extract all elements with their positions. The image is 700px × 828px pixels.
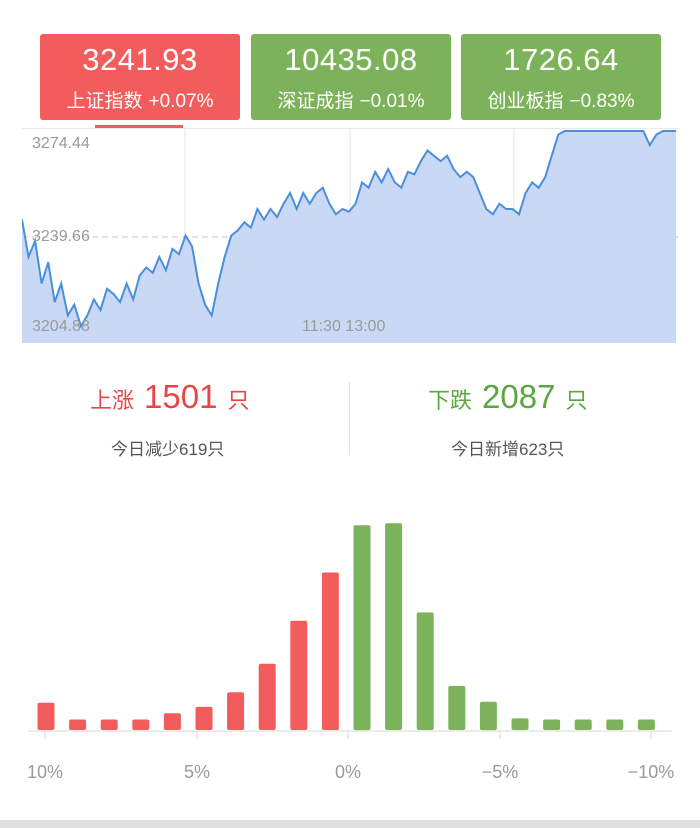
index-value: 3241.93 xyxy=(82,42,198,77)
index-value: 10435.08 xyxy=(284,42,418,77)
y-axis-bottom-label: 3204.88 xyxy=(32,318,90,335)
distribution-bar xyxy=(37,702,55,730)
advance-unit: 只 xyxy=(227,388,250,413)
distribution-bar xyxy=(606,719,624,730)
x-tick-label: −10% xyxy=(627,762,675,782)
intraday-chart-svg xyxy=(22,129,678,343)
decline-number: 2087 xyxy=(482,378,556,415)
decline-change-text: 今日新增623只 xyxy=(451,440,565,459)
index-change: −0.83% xyxy=(569,91,635,112)
decline-label: 下跌 xyxy=(428,388,473,413)
index-name: 上证指数 xyxy=(66,91,143,112)
x-tick-label: −5% xyxy=(481,762,519,782)
distribution-bar xyxy=(511,718,529,730)
distribution-bar xyxy=(132,719,150,730)
stats-divider xyxy=(349,382,350,454)
distribution-bar xyxy=(227,692,245,730)
index-change: −0.01% xyxy=(359,91,425,112)
distribution-bar xyxy=(290,620,308,730)
index-card-sh[interactable]: 3241.93 上证指数 +0.07% xyxy=(40,34,240,120)
top-band xyxy=(0,0,700,28)
selected-tab-indicator xyxy=(95,125,183,129)
distribution-bar xyxy=(163,713,181,730)
distribution-bar xyxy=(69,719,87,730)
index-name-change: 创业板指 −0.83% xyxy=(461,86,661,113)
advance-label: 上涨 xyxy=(90,388,135,413)
distribution-bar xyxy=(258,663,276,730)
distribution-bar xyxy=(637,719,655,730)
index-card-sz[interactable]: 10435.08 深证成指 −0.01% xyxy=(251,34,451,120)
index-name: 创业板指 xyxy=(487,91,564,112)
advance-count: 上涨 1501 只 xyxy=(90,378,249,416)
distribution-bar xyxy=(574,719,592,730)
distribution-bar xyxy=(448,685,466,730)
intraday-area xyxy=(22,131,676,343)
distribution-bar xyxy=(416,612,434,730)
advance-change-text: 今日减少619只 xyxy=(111,440,225,459)
change-distribution-chart: 10% 5% 0% −5% −10% xyxy=(0,490,700,800)
distribution-bar xyxy=(385,523,403,730)
bottom-edge xyxy=(0,820,700,828)
distribution-bar xyxy=(543,719,561,730)
index-change: +0.07% xyxy=(148,91,214,112)
index-card-cy[interactable]: 1726.64 创业板指 −0.83% xyxy=(461,34,661,120)
x-axis-time-label: 11:30 13:00 xyxy=(302,318,386,335)
distribution-bar xyxy=(195,706,213,730)
advance-number: 1501 xyxy=(144,378,218,415)
x-tick-label: 5% xyxy=(183,762,211,782)
index-name-change: 上证指数 +0.07% xyxy=(40,86,240,113)
intraday-chart[interactable]: 3274.44 3239.66 3204.88 11:30 13:00 xyxy=(22,128,678,343)
distribution-bar xyxy=(353,525,371,731)
y-axis-mid-label: 3239.66 xyxy=(32,228,90,245)
distribution-svg xyxy=(28,523,672,739)
intraday-line xyxy=(22,130,676,329)
index-name: 深证成指 xyxy=(277,91,354,112)
x-tick-label: 10% xyxy=(26,762,64,782)
index-cards: 3241.93 上证指数 +0.07% 10435.08 深证成指 −0.01% 1… xyxy=(0,34,700,120)
x-tick-label: 0% xyxy=(334,762,362,782)
index-name-change: 深证成指 −0.01% xyxy=(251,86,451,113)
distribution-bar xyxy=(479,701,497,731)
decline-unit: 只 xyxy=(565,388,588,413)
distribution-bar xyxy=(321,572,339,730)
decline-count: 下跌 2087 只 xyxy=(428,378,587,416)
index-value: 1726.64 xyxy=(503,42,619,77)
distribution-bar xyxy=(100,719,118,730)
y-axis-top-label: 3274.44 xyxy=(32,135,90,152)
advance-decline-stats: 上涨 1501 只 今日减少619只 下跌 2087 只 今日新增623只 xyxy=(0,370,700,470)
